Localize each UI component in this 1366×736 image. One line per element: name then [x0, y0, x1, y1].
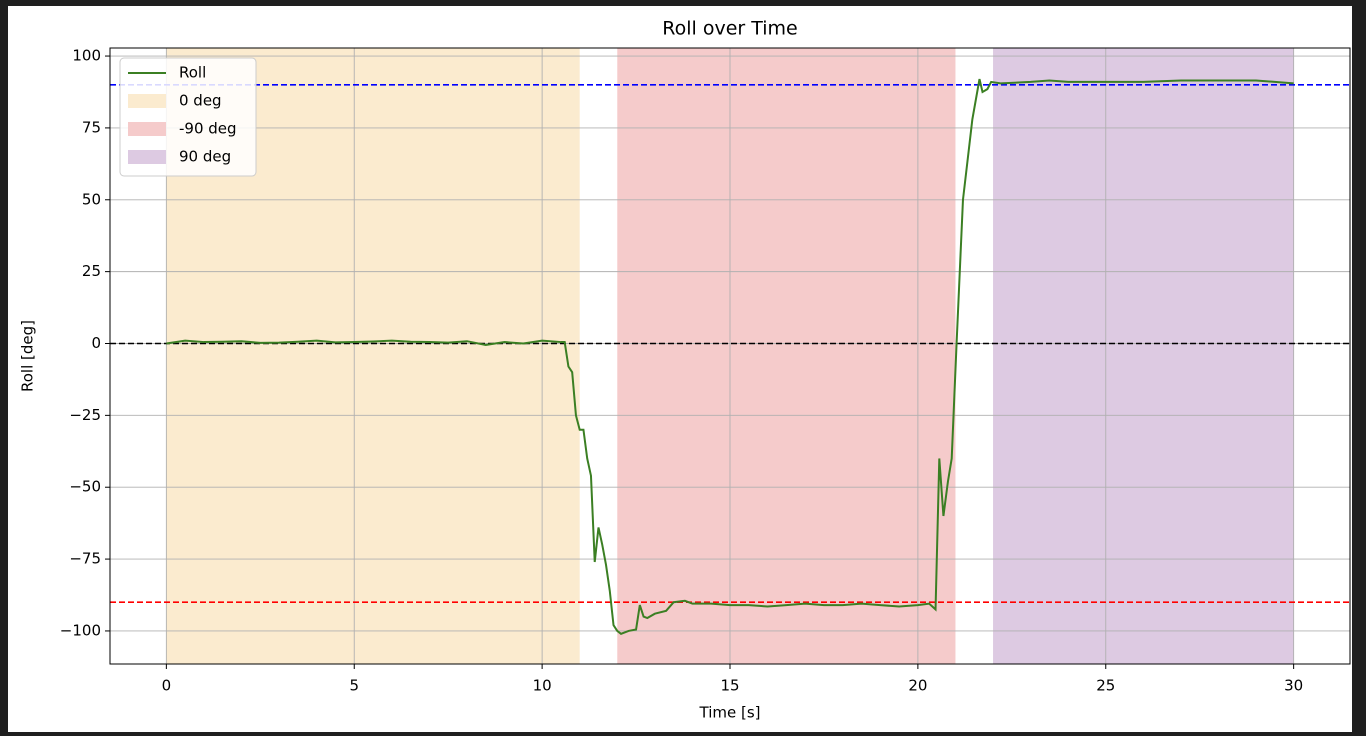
x-tick-label: 30: [1284, 677, 1303, 695]
x-tick-label: 5: [349, 677, 359, 695]
x-tick-label: 10: [533, 677, 552, 695]
line: [166, 78, 1294, 635]
y-tick-label: 75: [82, 118, 101, 136]
x-tick-label: 15: [720, 677, 739, 695]
legend-swatch: [128, 94, 166, 108]
legend-label: -90 deg: [179, 120, 237, 138]
axes-frame: [109, 47, 1351, 665]
legend-label: 90 deg: [179, 148, 231, 166]
y-tick-label: 100: [72, 47, 101, 65]
legend-box: [119, 57, 257, 177]
x-tick-label: 0: [162, 677, 172, 695]
legend-label: Roll: [179, 64, 206, 82]
span: [617, 48, 956, 664]
y-tick-label: 50: [82, 190, 101, 208]
y-tick-label: −75: [69, 550, 101, 568]
x-tick-label: 20: [908, 677, 927, 695]
y-tick-label: 0: [91, 334, 101, 352]
y-axis-label: Roll [deg]: [19, 320, 37, 392]
span: [993, 48, 1294, 664]
x-axis-label: Time [s]: [699, 704, 761, 722]
x-tick-label: 25: [1096, 677, 1115, 695]
y-tick-label: 25: [82, 262, 101, 280]
legend-swatch: [128, 122, 166, 136]
chart-title: Roll over Time: [662, 18, 797, 40]
y-tick-label: −100: [60, 621, 101, 639]
legend-swatch: [128, 150, 166, 164]
y-tick-label: −25: [69, 406, 101, 424]
y-tick-label: −50: [69, 478, 101, 496]
legend-label: 0 deg: [179, 92, 222, 110]
